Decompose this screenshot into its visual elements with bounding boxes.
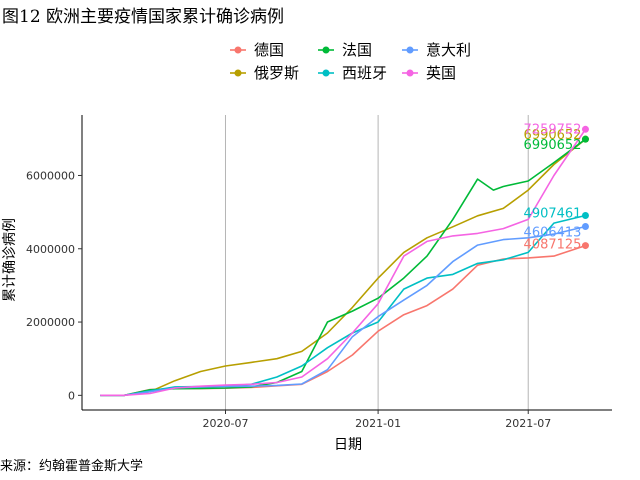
legend-item-5: 英国: [402, 64, 456, 82]
legend-key-point: [322, 46, 330, 54]
legend-label: 意大利: [426, 41, 471, 59]
series-endpoint-5: [581, 125, 589, 133]
legend-label: 英国: [426, 64, 456, 82]
y-tick-label: 2000000: [26, 316, 75, 329]
series-end-label-0: 4087125: [524, 238, 582, 253]
y-tick-label: 0: [68, 389, 75, 402]
x-tick-label: 2021-07: [505, 417, 551, 430]
series-line-4: [100, 225, 586, 397]
legend-item-1: 俄罗斯: [230, 64, 299, 82]
series-endpoint-2: [581, 135, 589, 143]
y-axis-title: 累计确诊病例: [2, 218, 18, 302]
series-end-label-1: 6990652: [524, 128, 582, 143]
series-line-0: [100, 244, 586, 397]
series-line-3: [100, 214, 586, 397]
legend-item-2: 法国: [318, 41, 372, 59]
series-line-2: [100, 138, 586, 397]
legend-item-0: 德国: [230, 41, 284, 59]
legend-label: 西班牙: [342, 64, 387, 82]
legend-key-point: [406, 46, 414, 54]
legend-key-point: [322, 69, 330, 77]
legend-label: 德国: [254, 41, 284, 59]
series-line-5: [100, 128, 587, 397]
series-end-label-4: 4606413: [524, 226, 582, 241]
legend-key-point: [234, 46, 242, 54]
series-line-1: [100, 138, 586, 397]
series-end-label-3: 4907461: [524, 207, 582, 222]
series-endpoint-0: [581, 242, 589, 250]
legend-item-4: 意大利: [402, 41, 471, 59]
legend-item-3: 西班牙: [318, 64, 387, 82]
legend-label: 俄罗斯: [254, 64, 299, 82]
legend-key-point: [234, 69, 242, 77]
chart-title: 图12 欧洲主要疫情国家累计确诊病例: [2, 7, 285, 27]
series-endpoint-3: [581, 212, 589, 220]
grid-lines: [224, 115, 529, 410]
series-end-label-5: 7259752: [524, 122, 582, 137]
series-endpoint-4: [581, 223, 589, 231]
series-layer: [100, 125, 589, 397]
y-tick-label: 4000000: [26, 243, 75, 256]
source-note: 来源：约翰霍普金斯大学: [0, 459, 144, 474]
y-tick-label: 6000000: [26, 169, 75, 182]
series-end-label-2: 6990652: [524, 138, 582, 153]
x-tick-label: 2020-07: [203, 417, 249, 430]
x-axis-title: 日期: [334, 437, 362, 453]
legend-key-point: [406, 69, 414, 77]
x-tick-label: 2021-01: [355, 417, 401, 430]
legend-label: 法国: [342, 41, 372, 59]
axes: 2020-07 2021-01 2021-07 0 2000000 4000000 6000…: [26, 115, 612, 430]
